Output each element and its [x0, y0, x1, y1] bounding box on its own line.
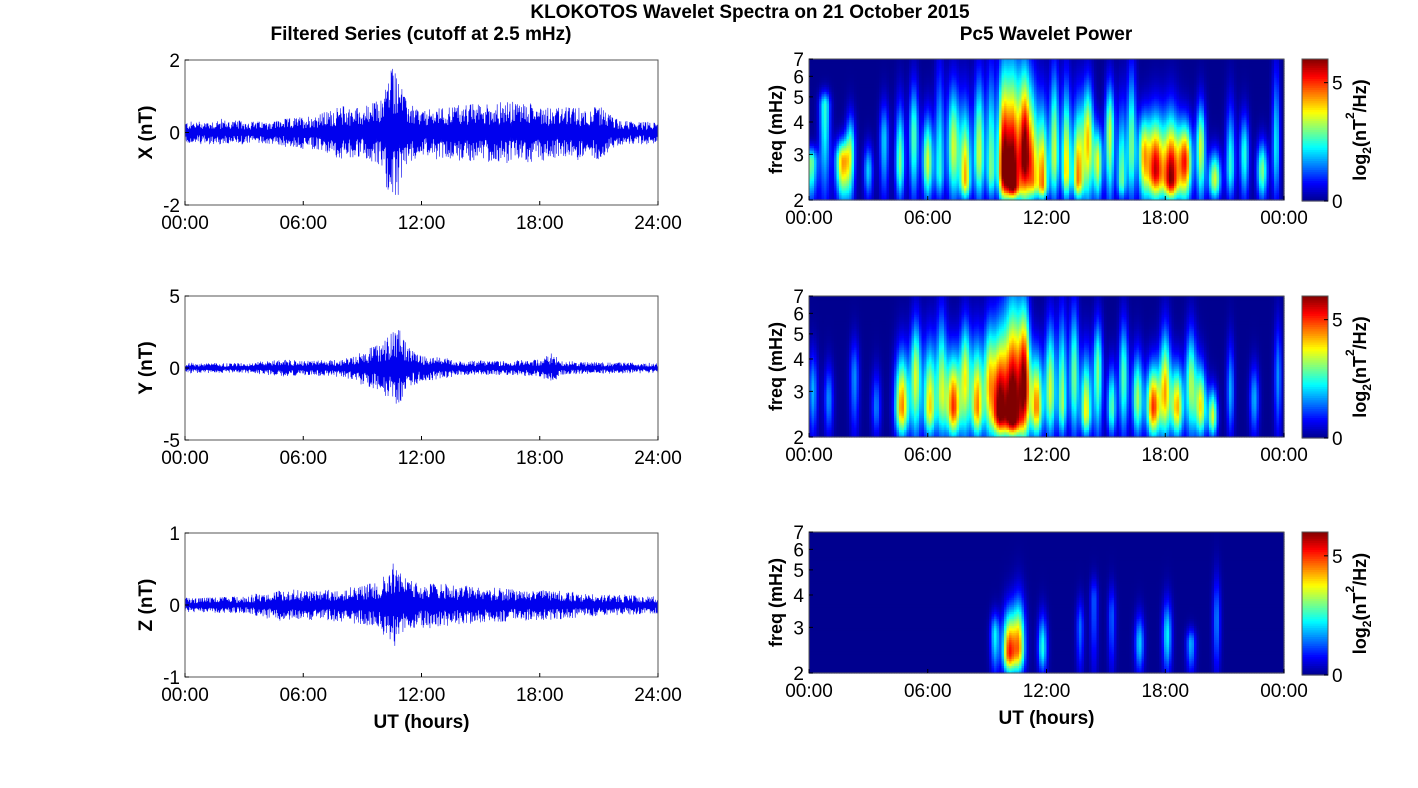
x-axis-label: UT (hours) — [373, 712, 469, 733]
x-tick-label: 06:00 — [279, 685, 327, 706]
x-tick-label: 12:00 — [398, 685, 446, 706]
y-tick-label: 0 — [169, 124, 180, 145]
y-tick-label: 0 — [169, 596, 180, 617]
y-axis-label: Z (nT) — [136, 579, 157, 632]
y-tick-label: 0 — [169, 359, 180, 380]
x-tick-label: 24:00 — [634, 213, 682, 234]
right-column-title: Pc5 Wavelet Power — [960, 24, 1133, 45]
x-tick-label: 06:00 — [279, 213, 327, 234]
panel-x: 20-200:00 06:00 12:00 18:00 24:00X (nT) — [136, 51, 682, 234]
panel-z: 10-100:00 06:00 12:00 18:00 24:00Z (nT)UT (h… — [136, 524, 682, 733]
left-column-title: Filtered Series (cutoff at 2.5 mHz) — [271, 24, 572, 45]
panel-y: 50-500:00 06:00 12:00 18:00 24:00Y (nT) — [136, 287, 682, 469]
y-axis-label: Y (nT) — [136, 341, 157, 394]
y-tick-label: 5 — [169, 287, 180, 308]
x-tick-label: 18:00 — [516, 685, 564, 706]
x-tick-label: 24:00 — [634, 448, 682, 469]
y-axis-label: X (nT) — [136, 106, 157, 160]
x-tick-label: 06:00 — [279, 448, 327, 469]
y-tick-label: 1 — [169, 524, 180, 545]
x-tick-label: 12:00 — [398, 448, 446, 469]
x-tick-label: 00:00 — [161, 448, 209, 469]
y-tick-label: 2 — [169, 51, 180, 72]
x-tick-label: 18:00 — [516, 448, 564, 469]
figure-title: KLOKOTOS Wavelet Spectra on 21 October 2… — [530, 2, 970, 23]
x-tick-label: 24:00 — [634, 685, 682, 706]
x-tick-label: 18:00 — [516, 213, 564, 234]
x-tick-label: 00:00 — [161, 213, 209, 234]
x-tick-label: 00:00 — [161, 685, 209, 706]
heatmap-cells — [809, 59, 1285, 201]
x-tick-label: 12:00 — [398, 213, 446, 234]
